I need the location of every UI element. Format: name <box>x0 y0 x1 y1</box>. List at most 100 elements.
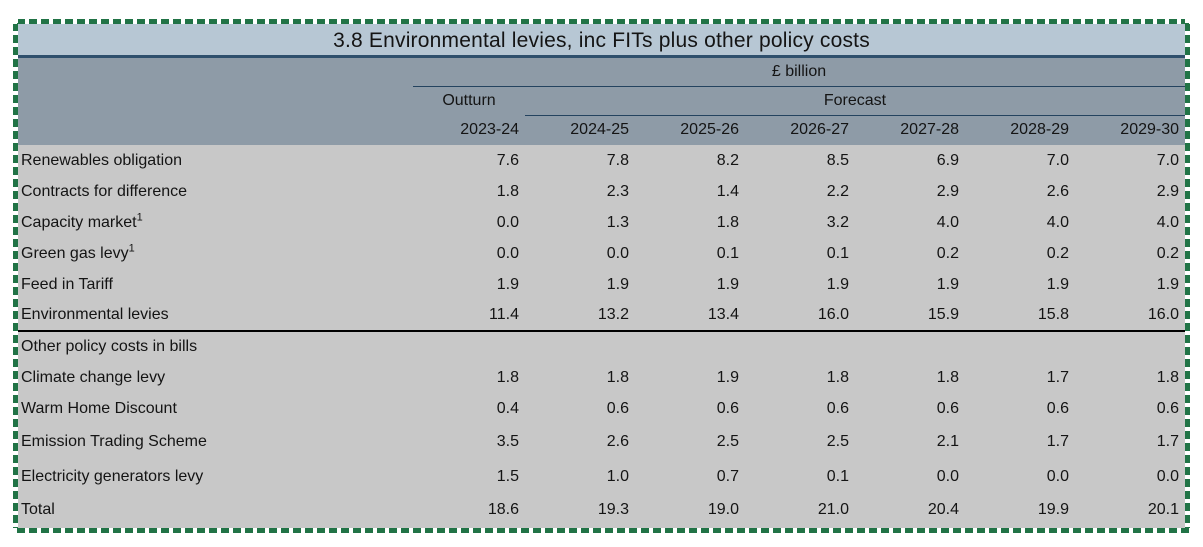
value-cell: 20.1 <box>1147 500 1180 518</box>
value-cell: 3.2 <box>826 213 849 231</box>
section-header-row: Other policy costs in bills <box>18 331 1185 362</box>
excel-selection-frame: 3.8 Environmental levies, inc FITs plus … <box>13 19 1190 533</box>
unit-header: £ billion <box>413 58 1185 87</box>
value-cell: 0.6 <box>1046 399 1069 417</box>
unit-header-row: £ billion <box>18 58 1185 87</box>
value-cell: 4.0 <box>1046 213 1069 231</box>
value-cell: 4.0 <box>1156 213 1180 231</box>
table-row: Feed in Tariff 1.9 1.9 1.9 1.9 1.9 1.9 1… <box>18 269 1185 300</box>
value-cell: 0.0 <box>1156 467 1180 485</box>
value-cell: 1.7 <box>1156 432 1180 450</box>
value-cell: 3.5 <box>496 432 519 450</box>
group-header-row: Outturn Forecast <box>18 86 1185 116</box>
value-cell: 11.4 <box>489 306 519 323</box>
column-header: 2025-26 <box>680 121 739 139</box>
table-row: Renewables obligation 7.6 7.8 8.2 8.5 6.… <box>18 145 1185 176</box>
value-cell: 1.8 <box>826 368 849 386</box>
value-cell: 2.1 <box>936 432 959 450</box>
value-cell: 1.7 <box>1046 368 1069 386</box>
column-header: 2028-29 <box>1010 121 1069 139</box>
value-cell: 6.9 <box>936 151 959 169</box>
value-cell: 13.2 <box>597 306 629 323</box>
data-table: £ billion Outturn Forecast 2023-24 2024-… <box>18 58 1185 525</box>
footnote-marker: 1 <box>128 242 135 255</box>
value-cell <box>855 331 965 362</box>
value-cell: 1.4 <box>716 182 739 200</box>
value-cell: 1.9 <box>716 368 739 386</box>
table-row: Emission Trading Scheme 3.5 2.6 2.5 2.5 … <box>18 424 1185 459</box>
value-cell: 16.0 <box>817 306 849 323</box>
row-label: Green gas levy1 <box>18 238 413 269</box>
value-cell <box>525 331 635 362</box>
value-cell: 2.9 <box>1156 182 1180 200</box>
value-cell: 1.7 <box>1046 432 1069 450</box>
value-cell: 1.9 <box>1046 275 1069 293</box>
value-cell <box>413 331 525 362</box>
value-cell: 2.6 <box>1046 182 1069 200</box>
row-label: Contracts for difference <box>21 182 188 200</box>
value-cell: 1.9 <box>826 275 849 293</box>
row-label: Feed in Tariff <box>21 275 113 293</box>
value-cell: 7.6 <box>496 151 519 169</box>
row-label: Climate change levy <box>21 368 166 386</box>
value-cell: 0.6 <box>826 399 849 417</box>
column-header: 2026-27 <box>790 121 849 139</box>
table-row: Contracts for difference 1.8 2.3 1.4 2.2… <box>18 176 1185 207</box>
value-cell: 0.6 <box>716 399 739 417</box>
value-cell: 1.3 <box>606 213 629 231</box>
row-label: Environmental levies <box>21 306 169 323</box>
value-cell: 0.0 <box>606 244 629 262</box>
header-spacer <box>18 115 413 145</box>
column-header: 2023-24 <box>460 121 519 138</box>
table-row: Climate change levy 1.8 1.8 1.9 1.8 1.8 … <box>18 362 1185 393</box>
value-cell: 1.8 <box>716 213 739 231</box>
value-cell: 15.9 <box>927 306 959 323</box>
row-label: Electricity generators levy <box>21 467 204 485</box>
row-label: Renewables obligation <box>21 151 182 169</box>
row-label: Warm Home Discount <box>21 399 177 417</box>
value-cell: 19.9 <box>1037 500 1069 518</box>
value-cell: 1.8 <box>606 368 629 386</box>
value-cell: 0.6 <box>936 399 959 417</box>
value-cell: 19.0 <box>707 500 739 518</box>
value-cell: 18.6 <box>487 500 519 518</box>
row-label-text: Green gas levy <box>21 244 129 262</box>
year-header-row: 2023-24 2024-25 2025-26 2026-27 2027-28 … <box>18 115 1185 145</box>
table-row: Capacity market1 0.0 1.3 1.8 3.2 4.0 4.0… <box>18 207 1185 238</box>
table-row-subtotal: Environmental levies 11.4 13.2 13.4 16.0… <box>18 300 1185 331</box>
value-cell <box>635 331 745 362</box>
value-cell: 1.9 <box>716 275 739 293</box>
value-cell: 1.5 <box>496 467 519 485</box>
table-row: Electricity generators levy 1.5 1.0 0.7 … <box>18 459 1185 494</box>
value-cell: 1.0 <box>606 467 629 485</box>
value-cell: 7.8 <box>606 151 629 169</box>
value-cell: 0.6 <box>1156 399 1180 417</box>
value-cell: 0.7 <box>716 467 739 485</box>
column-header: 2024-25 <box>570 121 629 139</box>
value-cell: 19.3 <box>597 500 629 518</box>
value-cell: 20.4 <box>927 500 959 518</box>
value-cell <box>1075 331 1185 362</box>
value-cell: 1.8 <box>496 368 519 386</box>
value-cell: 0.0 <box>496 244 519 262</box>
footnote-marker: 1 <box>136 211 143 224</box>
value-cell: 0.4 <box>496 399 519 417</box>
value-cell: 7.0 <box>1156 151 1180 169</box>
column-header: 2027-28 <box>900 121 959 139</box>
row-label: Total <box>21 500 55 518</box>
forecast-header: Forecast <box>525 86 1185 116</box>
table-row: Warm Home Discount 0.4 0.6 0.6 0.6 0.6 0… <box>18 393 1185 424</box>
value-cell: 0.0 <box>496 213 519 231</box>
value-cell: 0.0 <box>1046 467 1069 485</box>
row-label: Emission Trading Scheme <box>21 432 207 450</box>
section-label: Other policy costs in bills <box>21 338 198 355</box>
value-cell: 0.6 <box>606 399 629 417</box>
value-cell: 0.1 <box>716 244 739 262</box>
value-cell: 4.0 <box>936 213 959 231</box>
table-row: Green gas levy1 0.0 0.0 0.1 0.1 0.2 0.2 … <box>18 238 1185 269</box>
value-cell: 2.6 <box>606 432 629 450</box>
table-container: 3.8 Environmental levies, inc FITs plus … <box>18 24 1185 528</box>
column-header: 2029-30 <box>1120 121 1180 139</box>
value-cell: 13.4 <box>707 306 739 323</box>
value-cell: 0.2 <box>936 244 959 262</box>
